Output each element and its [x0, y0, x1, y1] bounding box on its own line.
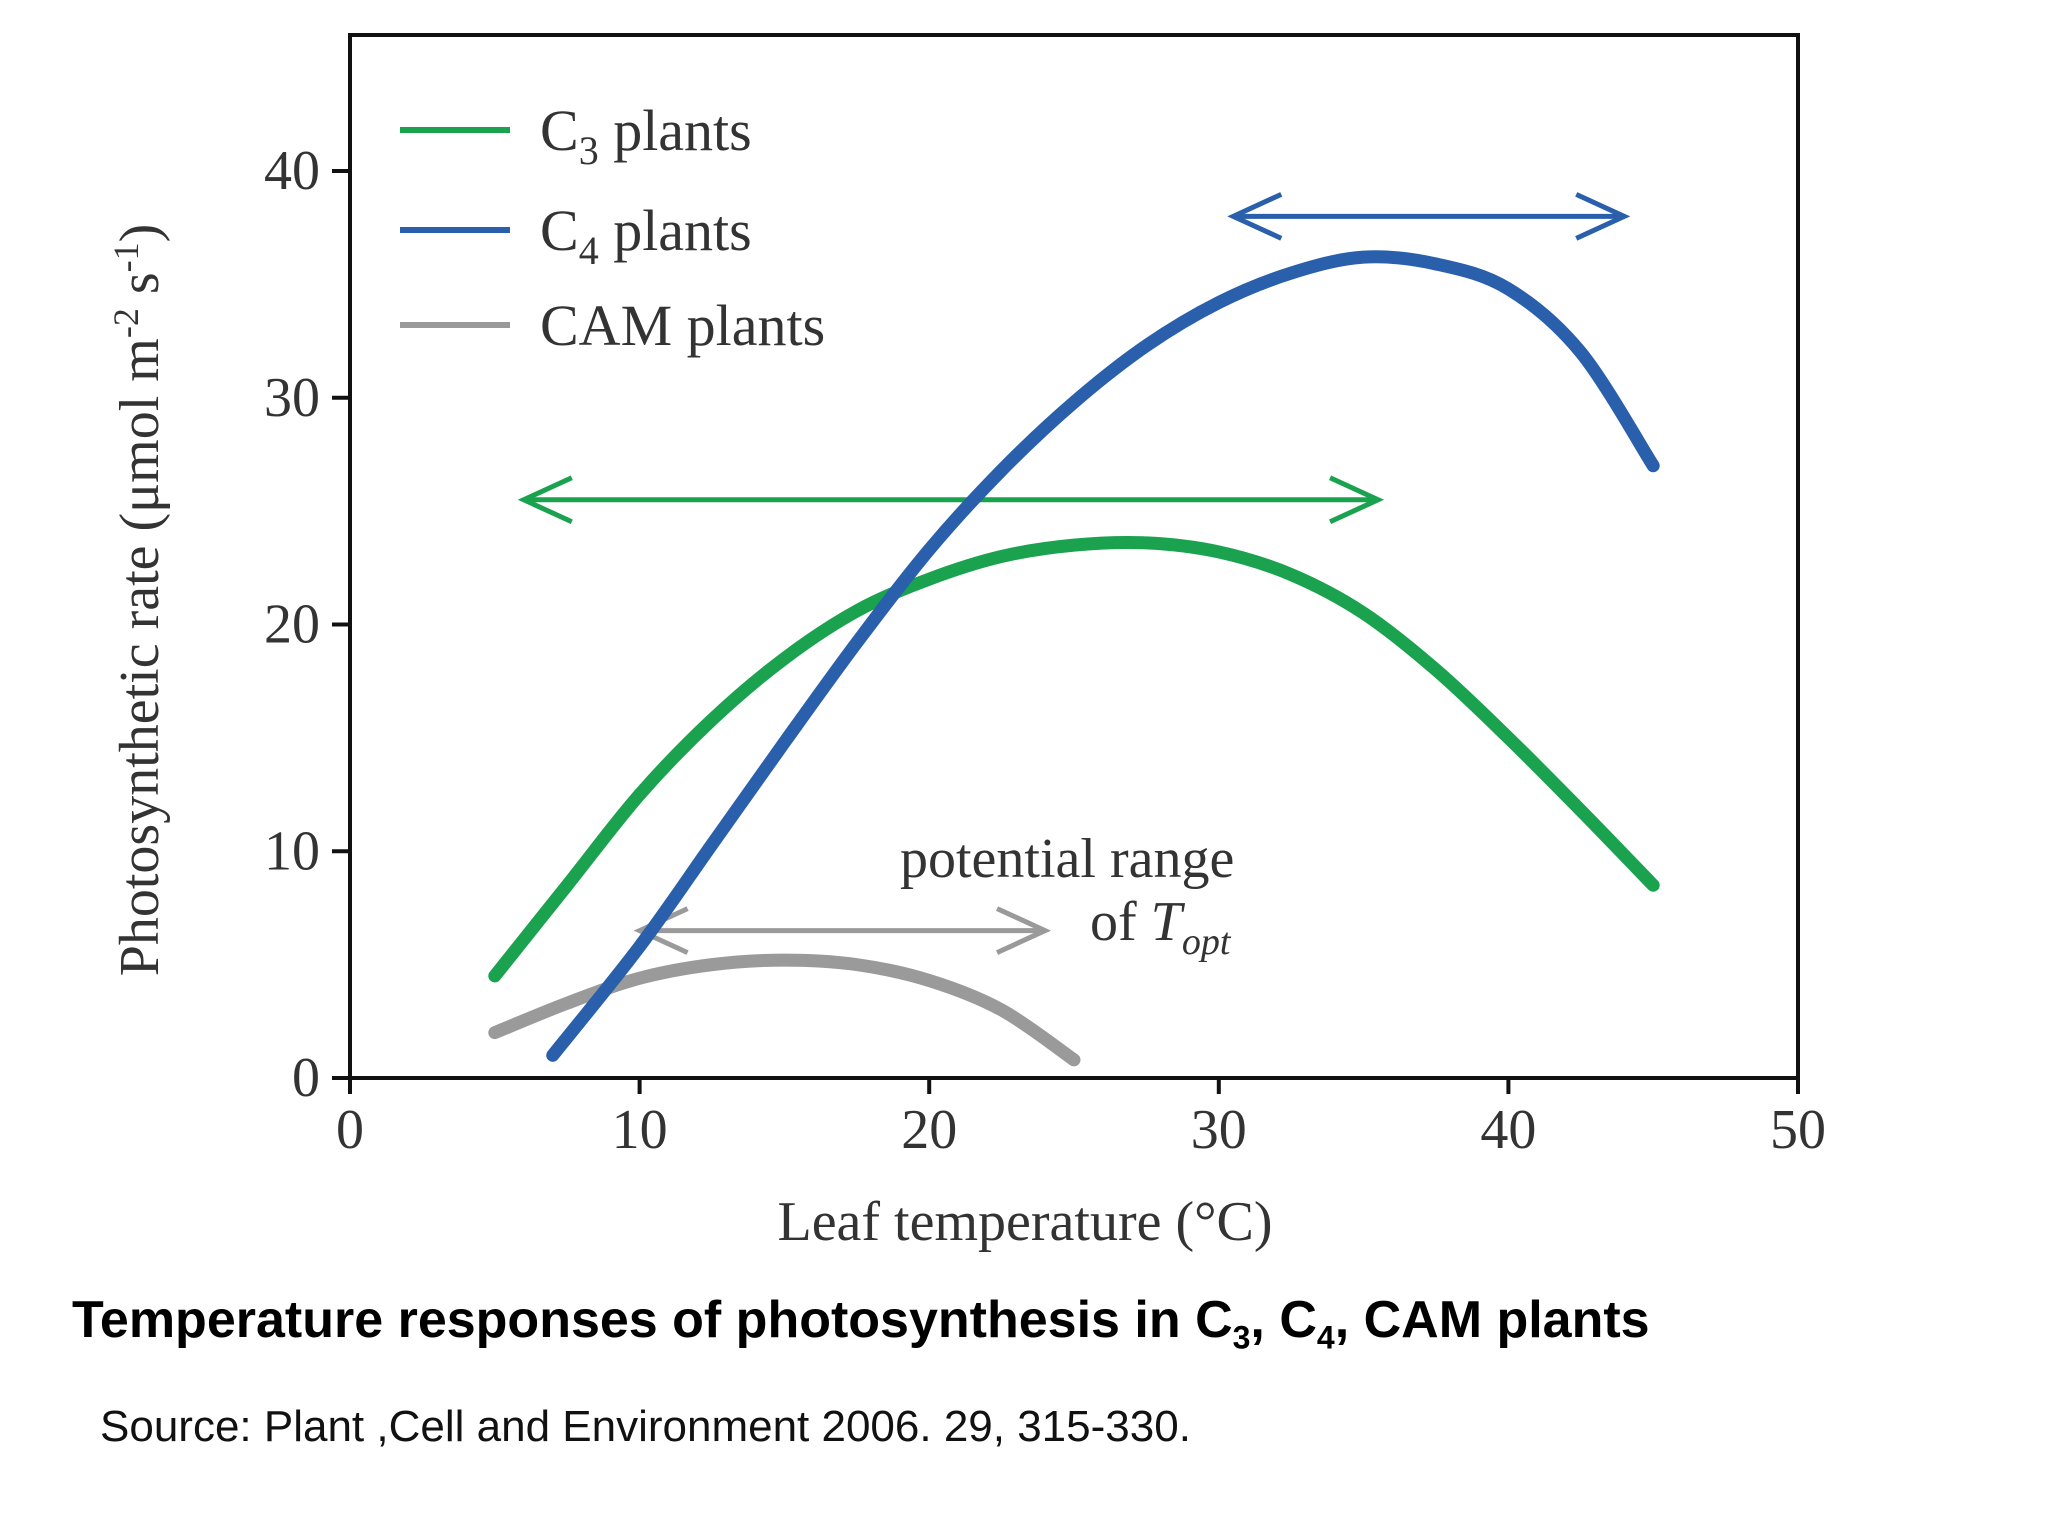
- x-tick-label: 10: [612, 1099, 668, 1161]
- range-arrow-head-left: [517, 475, 573, 525]
- annotation-line2: of Topt: [1090, 891, 1232, 963]
- range-arrows: [517, 192, 1631, 955]
- series-line-2: [488, 953, 1081, 1067]
- range-arrow-head-right: [995, 906, 1052, 955]
- y-axis-ticks: 0 10 20 30 40: [264, 140, 350, 1109]
- x-axis-title: Leaf temperature (°C): [777, 1191, 1272, 1253]
- figure-source: Source: Plant ,Cell and Environment 2006…: [100, 1402, 1191, 1451]
- y-tick-label: 10: [264, 820, 320, 882]
- legend-label-c3: C3 plants: [540, 98, 752, 173]
- y-tick-label: 30: [264, 367, 320, 429]
- legend-label-cam: CAM plants: [540, 293, 825, 358]
- y-axis-title: Photosynthetic rate (μmol m-2 s-1): [106, 224, 171, 977]
- x-tick-label: 50: [1770, 1099, 1826, 1161]
- annotation-line1: potential range: [900, 828, 1234, 890]
- figure-caption-title: Temperature responses of photosynthesis …: [72, 1291, 1650, 1356]
- y-tick-label: 0: [292, 1047, 320, 1109]
- range-arrow-head-right: [1329, 475, 1385, 525]
- x-axis-ticks: 0 10 20 30 40 50: [336, 1078, 1826, 1161]
- legend: C3 plants C4 plants CAM plants: [400, 98, 825, 358]
- range-arrow-head-left: [633, 906, 689, 955]
- range-arrow-head-right: [1575, 192, 1631, 241]
- series-lines: [488, 250, 1660, 1067]
- x-tick-label: 30: [1191, 1099, 1247, 1161]
- plot-frame: [348, 33, 1800, 1080]
- series-line-1: [546, 250, 1660, 1062]
- x-tick-label: 0: [336, 1099, 364, 1161]
- x-tick-label: 40: [1480, 1099, 1536, 1161]
- legend-label-c4: C4 plants: [540, 198, 752, 273]
- series-line-0: [488, 535, 1660, 983]
- y-tick-label: 20: [264, 594, 320, 656]
- range-arrow-head-left: [1227, 192, 1283, 241]
- y-tick-label: 40: [264, 140, 320, 202]
- x-tick-label: 20: [901, 1099, 957, 1161]
